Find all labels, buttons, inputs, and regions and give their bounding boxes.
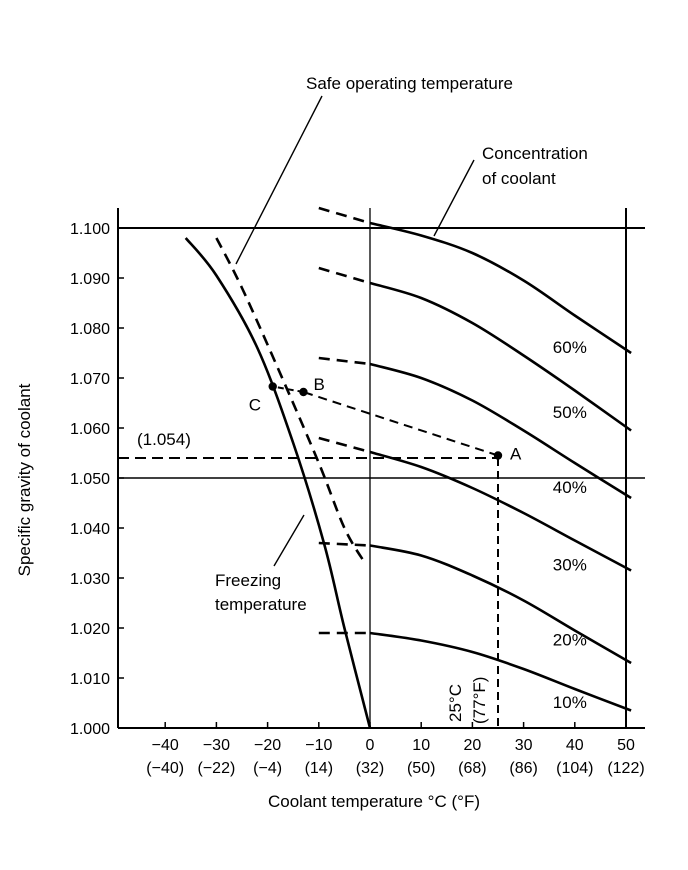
point-label-c: C [249, 396, 261, 415]
series-line [369, 221, 632, 355]
y-tick-label: 1.060 [70, 421, 110, 438]
point-a [493, 451, 503, 460]
series-label: 10% [553, 693, 587, 712]
x-tick-label-celsius: 30 [515, 737, 533, 754]
y-tick-label: 1.000 [70, 721, 110, 738]
example-line-b-to-c [272, 385, 304, 393]
point-c [268, 382, 277, 391]
x-tick-label-fahrenheit: (−40) [146, 760, 184, 777]
leader-line-safe [235, 95, 323, 265]
x-tick-label-fahrenheit: (122) [607, 760, 644, 777]
x-tick-label-fahrenheit: (32) [356, 760, 384, 777]
series-label: 40% [553, 478, 587, 497]
gravity-value-label: (1.054) [137, 430, 191, 449]
y-tick-label: 1.040 [70, 521, 110, 538]
reference-lines [118, 208, 645, 728]
y-tick-label: 1.070 [70, 371, 110, 388]
example-line-a-to-b [303, 391, 499, 457]
series-line-dashed [318, 436, 371, 454]
series-line-dashed [318, 356, 371, 366]
series-line [369, 362, 632, 500]
series-line-dashed [318, 266, 371, 285]
series-line [369, 544, 632, 665]
y-tick-label: 1.080 [70, 321, 110, 338]
series-line-dashed [318, 206, 371, 225]
y-axis-label: Specific gravity of coolant [15, 383, 34, 576]
curves [184, 206, 632, 729]
leader-line-concentration [433, 159, 475, 237]
y-tick-label: 1.090 [70, 271, 110, 288]
leader-line-freezing [273, 514, 305, 567]
x-tick-label-celsius: −30 [203, 737, 230, 754]
example-path [118, 382, 503, 728]
series-label: 60% [553, 338, 587, 357]
x-tick-label-celsius: −10 [305, 737, 332, 754]
x-tick-label-celsius: 40 [566, 737, 584, 754]
temperature-fahrenheit-label: (77°F) [470, 677, 489, 724]
x-tick-label-celsius: 20 [464, 737, 482, 754]
series-label: 50% [553, 403, 587, 422]
safe-operating-curve [215, 237, 367, 564]
x-axis-label: Coolant temperature °C (°F) [268, 792, 480, 811]
x-tick-label-fahrenheit: (50) [407, 760, 435, 777]
annotation-concentration-line2: of coolant [482, 169, 556, 188]
annotation-concentration-line1: Concentration [482, 144, 588, 163]
annotation-freezing-line2: temperature [215, 595, 307, 614]
series-line-dashed [318, 541, 371, 547]
series-line [369, 631, 632, 712]
y-tick-label: 1.020 [70, 621, 110, 638]
y-tick-label: 1.030 [70, 571, 110, 588]
axes: 1.000 1.010 1.020 1.030 1.040 1.050 1.060 1.070… [70, 208, 645, 777]
point-label-b: B [313, 375, 324, 394]
x-tick-label-fahrenheit: (86) [509, 760, 537, 777]
x-tick-label-celsius: −20 [254, 737, 281, 754]
x-tick-label-celsius: 10 [412, 737, 430, 754]
y-tick-label: 1.010 [70, 671, 110, 688]
freezing-temperature-curve [184, 237, 372, 729]
x-tick-label-celsius: −40 [152, 737, 179, 754]
y-tick-label: 1.050 [70, 471, 110, 488]
annotation-safe-operating: Safe operating temperature [306, 74, 513, 93]
annotation-freezing-line1: Freezing [215, 571, 281, 590]
temperature-celsius-label: 25°C [446, 684, 465, 722]
series-line [369, 281, 632, 432]
series-label: 20% [553, 631, 587, 650]
x-tick-label-fahrenheit: (14) [305, 760, 333, 777]
x-tick-label-fahrenheit: (68) [458, 760, 486, 777]
point-label-a: A [510, 445, 522, 464]
labels: Specific gravity of coolant Coolant temp… [15, 74, 588, 811]
y-tick-label: 1.100 [70, 221, 110, 238]
x-tick-label-celsius: 50 [617, 737, 635, 754]
series-label: 30% [553, 556, 587, 575]
point-b [299, 387, 308, 397]
x-tick-label-celsius: 0 [366, 737, 375, 754]
x-tick-label-fahrenheit: (−4) [253, 760, 282, 777]
x-tick-label-fahrenheit: (−22) [198, 760, 236, 777]
x-tick-label-fahrenheit: (104) [556, 760, 593, 777]
